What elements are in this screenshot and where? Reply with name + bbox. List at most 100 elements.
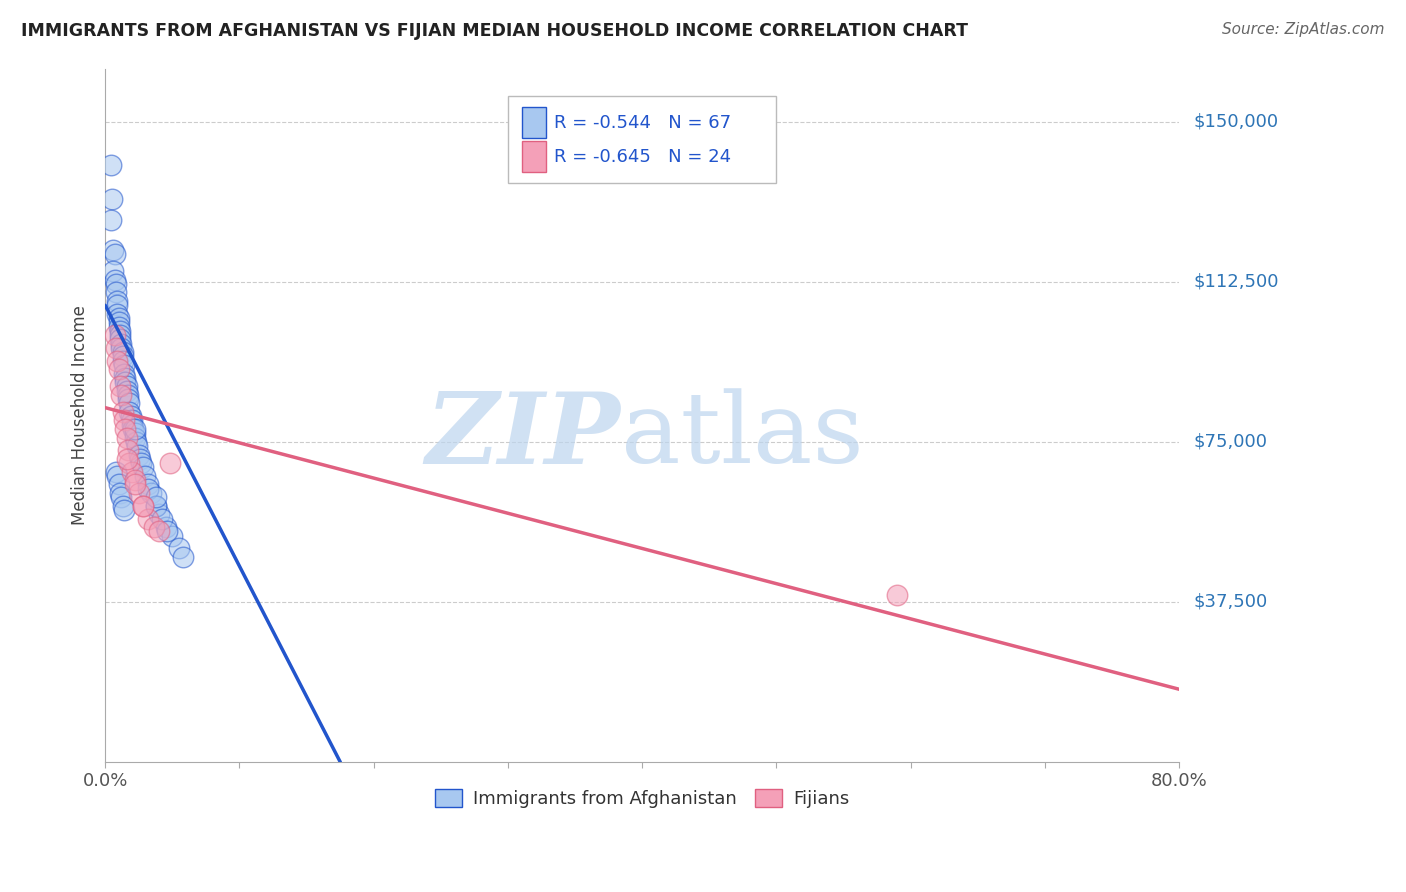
Text: atlas: atlas <box>620 388 863 483</box>
Point <box>104 328 127 343</box>
Point <box>104 247 127 261</box>
Point <box>107 362 129 376</box>
Point <box>131 456 153 470</box>
Text: $112,500: $112,500 <box>1194 273 1278 291</box>
Point <box>110 336 132 351</box>
Point <box>121 465 143 479</box>
Point <box>159 456 181 470</box>
Point <box>128 448 150 462</box>
Point <box>111 353 134 368</box>
Legend: Immigrants from Afghanistan, Fijians: Immigrants from Afghanistan, Fijians <box>427 781 856 815</box>
Point <box>101 192 124 206</box>
Point <box>121 417 143 432</box>
Point <box>132 460 155 475</box>
Point <box>100 213 122 227</box>
Point <box>145 499 167 513</box>
Point <box>104 285 127 300</box>
Text: $37,500: $37,500 <box>1194 593 1267 611</box>
FancyBboxPatch shape <box>522 141 546 172</box>
Point <box>148 508 170 522</box>
Point <box>132 499 155 513</box>
Point <box>136 482 159 496</box>
Point <box>129 451 152 466</box>
FancyBboxPatch shape <box>522 107 546 138</box>
Point <box>118 456 141 470</box>
Point <box>145 490 167 504</box>
Point <box>117 392 139 406</box>
Point <box>128 486 150 500</box>
Point <box>108 333 131 347</box>
Point <box>156 524 179 539</box>
Point <box>108 324 131 338</box>
Text: R = -0.645   N = 24: R = -0.645 N = 24 <box>554 147 731 166</box>
Point <box>100 157 122 171</box>
Point <box>103 264 125 278</box>
Point <box>124 431 146 445</box>
Point <box>145 499 167 513</box>
Point <box>124 426 146 441</box>
Point <box>118 396 141 410</box>
Point <box>107 311 129 326</box>
Point <box>115 431 138 445</box>
Point <box>124 477 146 491</box>
Point <box>111 345 134 359</box>
Point <box>105 353 128 368</box>
Point <box>134 469 156 483</box>
Point <box>103 243 125 257</box>
Text: ZIP: ZIP <box>426 388 620 484</box>
Point <box>117 443 139 458</box>
Point <box>117 388 139 402</box>
Point <box>110 341 132 355</box>
Point <box>108 328 131 343</box>
Point <box>155 520 177 534</box>
Point <box>115 379 138 393</box>
Point <box>148 524 170 539</box>
Point <box>125 434 148 449</box>
Point <box>114 375 136 389</box>
Point <box>127 439 149 453</box>
Text: R = -0.544   N = 67: R = -0.544 N = 67 <box>554 113 731 132</box>
Point <box>886 588 908 602</box>
Point <box>104 277 127 291</box>
Point <box>105 298 128 312</box>
Point <box>107 477 129 491</box>
Point <box>104 341 127 355</box>
Text: $150,000: $150,000 <box>1194 113 1278 131</box>
Point <box>132 499 155 513</box>
Point <box>108 486 131 500</box>
Point <box>121 413 143 427</box>
Point <box>105 469 128 483</box>
Text: IMMIGRANTS FROM AFGHANISTAN VS FIJIAN MEDIAN HOUSEHOLD INCOME CORRELATION CHART: IMMIGRANTS FROM AFGHANISTAN VS FIJIAN ME… <box>21 22 969 40</box>
Point <box>124 422 146 436</box>
Point <box>122 422 145 436</box>
Point <box>114 371 136 385</box>
Point <box>104 465 127 479</box>
Point <box>172 549 194 564</box>
Point <box>110 388 132 402</box>
Point <box>112 358 135 372</box>
Point <box>105 307 128 321</box>
Point <box>107 319 129 334</box>
Point <box>115 384 138 398</box>
Y-axis label: Median Household Income: Median Household Income <box>72 305 89 525</box>
Point <box>112 413 135 427</box>
Point <box>111 350 134 364</box>
Text: $75,000: $75,000 <box>1194 433 1267 450</box>
Point <box>124 473 146 487</box>
Point <box>115 451 138 466</box>
Point <box>111 499 134 513</box>
Point <box>107 315 129 329</box>
Point <box>139 486 162 500</box>
Point <box>136 477 159 491</box>
Point <box>150 511 173 525</box>
Point <box>118 405 141 419</box>
Point <box>162 529 184 543</box>
Point <box>108 379 131 393</box>
Point <box>110 490 132 504</box>
Point <box>142 520 165 534</box>
Point <box>111 405 134 419</box>
FancyBboxPatch shape <box>508 96 776 183</box>
Point <box>105 293 128 308</box>
Point <box>120 409 142 424</box>
Point <box>136 511 159 525</box>
